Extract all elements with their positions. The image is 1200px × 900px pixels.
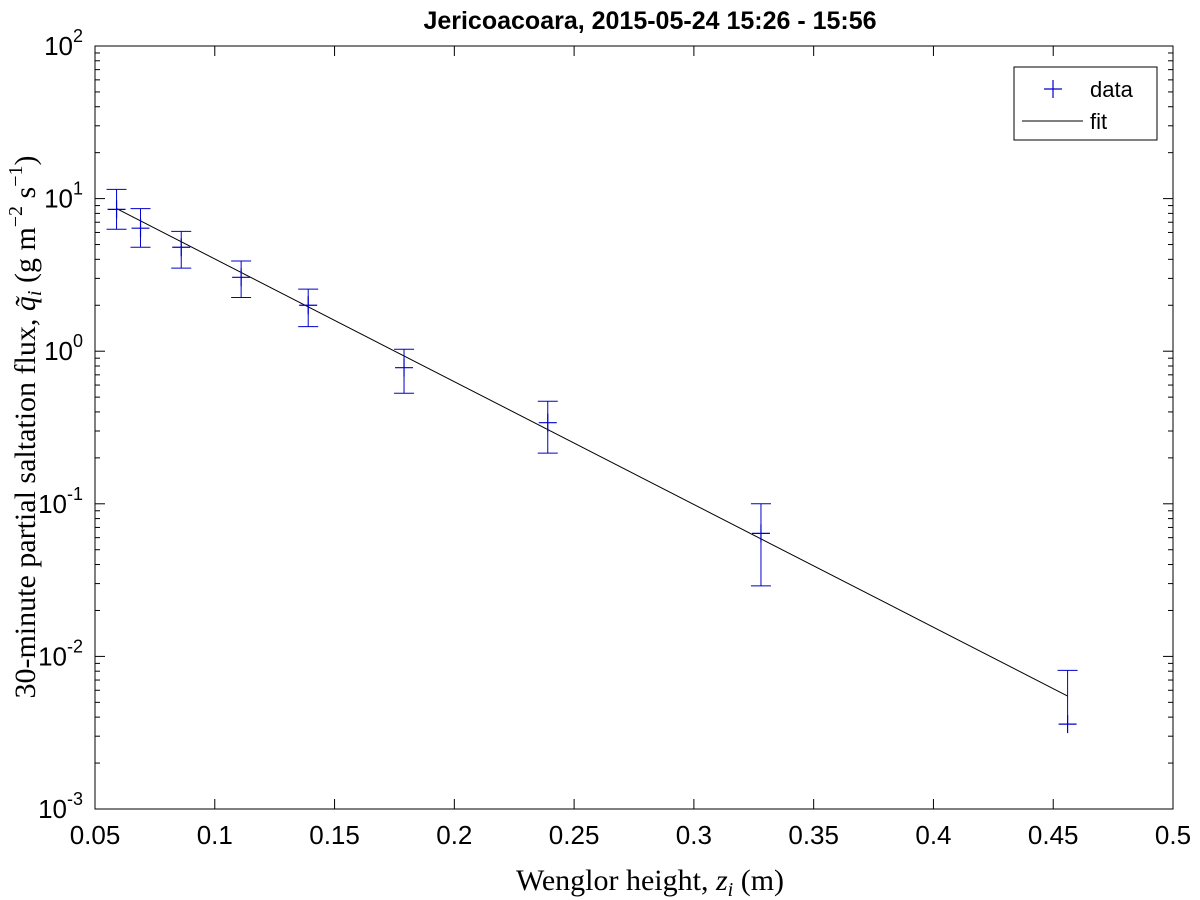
y-tick-label: 102 xyxy=(44,26,83,61)
x-tick-label: 0.4 xyxy=(915,820,951,850)
y-tick-label: 10-1 xyxy=(38,484,83,519)
tick-marks xyxy=(94,45,1174,810)
y-axis-label-units-mid: s xyxy=(9,187,42,206)
x-tick-label: 0.05 xyxy=(70,820,121,850)
y-axis-label-prefix: 30-minute partial saltation flux, xyxy=(9,311,42,698)
x-tick-label: 0.2 xyxy=(436,820,472,850)
y-axis-label-exp1: −2 xyxy=(5,206,27,227)
x-tick-label: 0.3 xyxy=(676,820,712,850)
chart-title: Jericoacoara, 2015-05-24 15:26 - 15:56 xyxy=(423,7,876,35)
x-axis-label-suffix: (m) xyxy=(733,864,784,897)
x-axis-label-prefix: Wenglor height, xyxy=(516,864,716,897)
y-axis-label-exp2: −1 xyxy=(5,165,27,186)
y-tick-label: 100 xyxy=(44,331,83,366)
x-tick-label: 0.1 xyxy=(197,820,233,850)
x-axis-label-sub: i xyxy=(728,879,734,900)
legend: data fit xyxy=(1013,66,1158,141)
y-tick-label: 101 xyxy=(44,179,83,214)
chart-marks xyxy=(106,188,1078,734)
y-axis-label: 30-minute partial saltation flux, q̃i (g… xyxy=(5,155,46,698)
x-tick-label: 0.25 xyxy=(549,820,600,850)
legend-data-marker xyxy=(1044,80,1062,98)
x-tick-label: 0.35 xyxy=(788,820,839,850)
x-tick-labels: 0.05 0.1 0.15 0.2 0.25 0.3 0.35 0.4 0.45 0.5 xyxy=(70,820,1191,850)
fit-line xyxy=(116,208,1068,697)
x-tick-label: 0.15 xyxy=(309,820,360,850)
legend-label-data: data xyxy=(1090,77,1134,102)
y-tick-label: 10-3 xyxy=(38,789,83,824)
y-axis-label-units-open: (g m xyxy=(9,227,42,290)
x-tick-label: 0.45 xyxy=(1028,820,1079,850)
y-axis-label-var: q̃ xyxy=(9,296,42,311)
y-axis-label-sub: i xyxy=(24,291,46,297)
x-axis-label-var: z xyxy=(715,864,728,897)
plot-frame xyxy=(94,45,1174,810)
y-tick-label: 10-2 xyxy=(38,636,83,671)
y-tick-labels: 102 101 100 10-1 10-2 10-3 xyxy=(38,26,83,824)
legend-label-fit: fit xyxy=(1090,109,1107,134)
y-axis-label-units-close: ) xyxy=(9,155,42,165)
x-tick-label: 0.5 xyxy=(1155,820,1191,850)
x-axis-label: Wenglor height, zi (m) xyxy=(516,864,784,900)
legend-box xyxy=(1013,66,1158,141)
